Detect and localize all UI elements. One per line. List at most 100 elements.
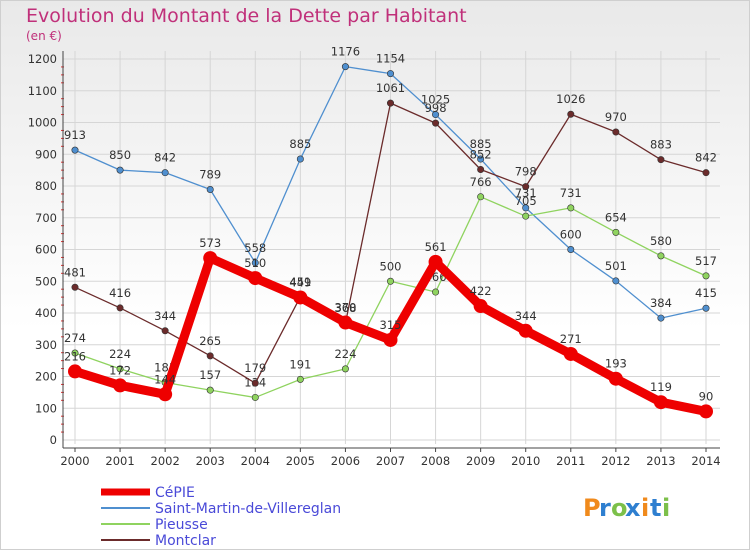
- data-point: [341, 63, 349, 71]
- data-label: 274: [64, 331, 86, 345]
- data-label: 422: [470, 284, 492, 298]
- data-label: 481: [64, 265, 86, 279]
- data-point: [251, 379, 259, 387]
- data-point: [477, 155, 485, 163]
- data-point: [203, 251, 218, 266]
- data-label: 558: [244, 241, 266, 255]
- x-tick-label: 2000: [60, 454, 89, 468]
- data-point: [296, 155, 304, 163]
- data-label: 510: [244, 256, 266, 270]
- data-label: 842: [695, 151, 717, 165]
- x-tick-label: 2011: [556, 454, 585, 468]
- logo-letter: o: [611, 494, 628, 522]
- data-label: 731: [560, 186, 582, 200]
- y-tick-label: 200: [35, 370, 57, 384]
- data-label: 216: [64, 349, 86, 363]
- logo-letter: P: [583, 494, 601, 522]
- data-point: [702, 272, 710, 280]
- y-tick-label: 500: [35, 274, 57, 288]
- data-point: [386, 277, 394, 285]
- logo-letter: i: [641, 494, 649, 522]
- data-point: [206, 352, 214, 360]
- data-point: [116, 166, 124, 174]
- data-point: [608, 371, 623, 386]
- logo-letter: t: [650, 494, 661, 522]
- data-label: 1026: [556, 92, 585, 106]
- y-tick-label: 0: [50, 433, 57, 447]
- data-label: 144: [154, 372, 176, 386]
- data-label: 449: [289, 275, 311, 289]
- data-label: 179: [244, 361, 266, 375]
- axes: 0 100 200 300 400 500 600 700 800 900 1000 1100 1200…: [28, 51, 721, 468]
- data-label: 370: [334, 301, 356, 315]
- y-tick-label: 400: [35, 306, 57, 320]
- data-point: [522, 183, 530, 191]
- logo-letter: r: [599, 494, 611, 522]
- data-label: 344: [515, 309, 537, 323]
- data-point: [567, 246, 575, 254]
- chart-subtitle: (en €): [26, 29, 62, 43]
- y-tick-label: 300: [35, 338, 57, 352]
- series-saint-martin-de-villereglan: 913 850 842 789 558 885 1176 1154 1025 885 731 600 5…: [64, 45, 717, 322]
- data-label: 842: [154, 151, 176, 165]
- data-label: 561: [425, 240, 447, 254]
- y-tick-label: 1100: [28, 84, 57, 98]
- data-point: [657, 156, 665, 164]
- legend-label: Pieusse: [155, 517, 208, 533]
- x-tick-label: 2010: [511, 454, 540, 468]
- legend-label: Montclar: [155, 533, 216, 549]
- data-label: 580: [650, 234, 672, 248]
- data-point: [432, 119, 440, 127]
- x-tick-label: 2001: [105, 454, 134, 468]
- data-point: [158, 387, 173, 402]
- x-tick-label: 2009: [466, 454, 495, 468]
- data-label: 384: [650, 296, 672, 310]
- x-tick-label: 2014: [691, 454, 720, 468]
- data-label: 265: [199, 334, 221, 348]
- data-label: 344: [154, 309, 176, 323]
- logo-letter: x: [625, 494, 641, 522]
- y-tick-label: 900: [35, 147, 57, 161]
- data-point: [522, 212, 530, 220]
- data-point: [432, 288, 440, 296]
- y-tick-label: 600: [35, 243, 57, 257]
- data-label: 850: [109, 148, 131, 162]
- data-point: [657, 252, 665, 260]
- data-label: 315: [380, 318, 402, 332]
- data-label: 970: [605, 110, 627, 124]
- data-label: 1025: [421, 93, 450, 107]
- data-label: 119: [650, 380, 672, 394]
- data-point: [477, 165, 485, 173]
- data-point: [383, 332, 398, 347]
- data-label: 731: [515, 186, 537, 200]
- data-label: 883: [650, 138, 672, 152]
- data-point: [428, 254, 443, 269]
- data-label: 798: [515, 165, 537, 179]
- legend: CéPIESaint-Martin-de-VillereglanPieusseM…: [101, 485, 341, 549]
- y-tick-label: 1000: [28, 116, 57, 130]
- data-point: [161, 327, 169, 335]
- x-tick-label: 2004: [241, 454, 270, 468]
- data-label: 517: [695, 254, 717, 268]
- data-point: [71, 146, 79, 154]
- data-point: [563, 346, 578, 361]
- x-tick-label: 2003: [196, 454, 225, 468]
- y-tick-label: 800: [35, 179, 57, 193]
- x-tick-label: 2012: [601, 454, 630, 468]
- data-point: [293, 290, 308, 305]
- data-point: [116, 365, 124, 373]
- grid: [63, 51, 720, 444]
- data-point: [68, 364, 82, 379]
- data-point: [116, 304, 124, 312]
- data-point: [341, 365, 349, 373]
- data-point: [657, 314, 665, 322]
- data-label: 224: [109, 347, 131, 361]
- data-label: 766: [470, 175, 492, 189]
- data-label: 191: [289, 357, 311, 371]
- data-label: 193: [605, 357, 627, 371]
- data-label: 368: [334, 301, 356, 315]
- data-point: [113, 378, 128, 393]
- data-label: 90: [699, 389, 714, 403]
- data-point: [567, 204, 575, 212]
